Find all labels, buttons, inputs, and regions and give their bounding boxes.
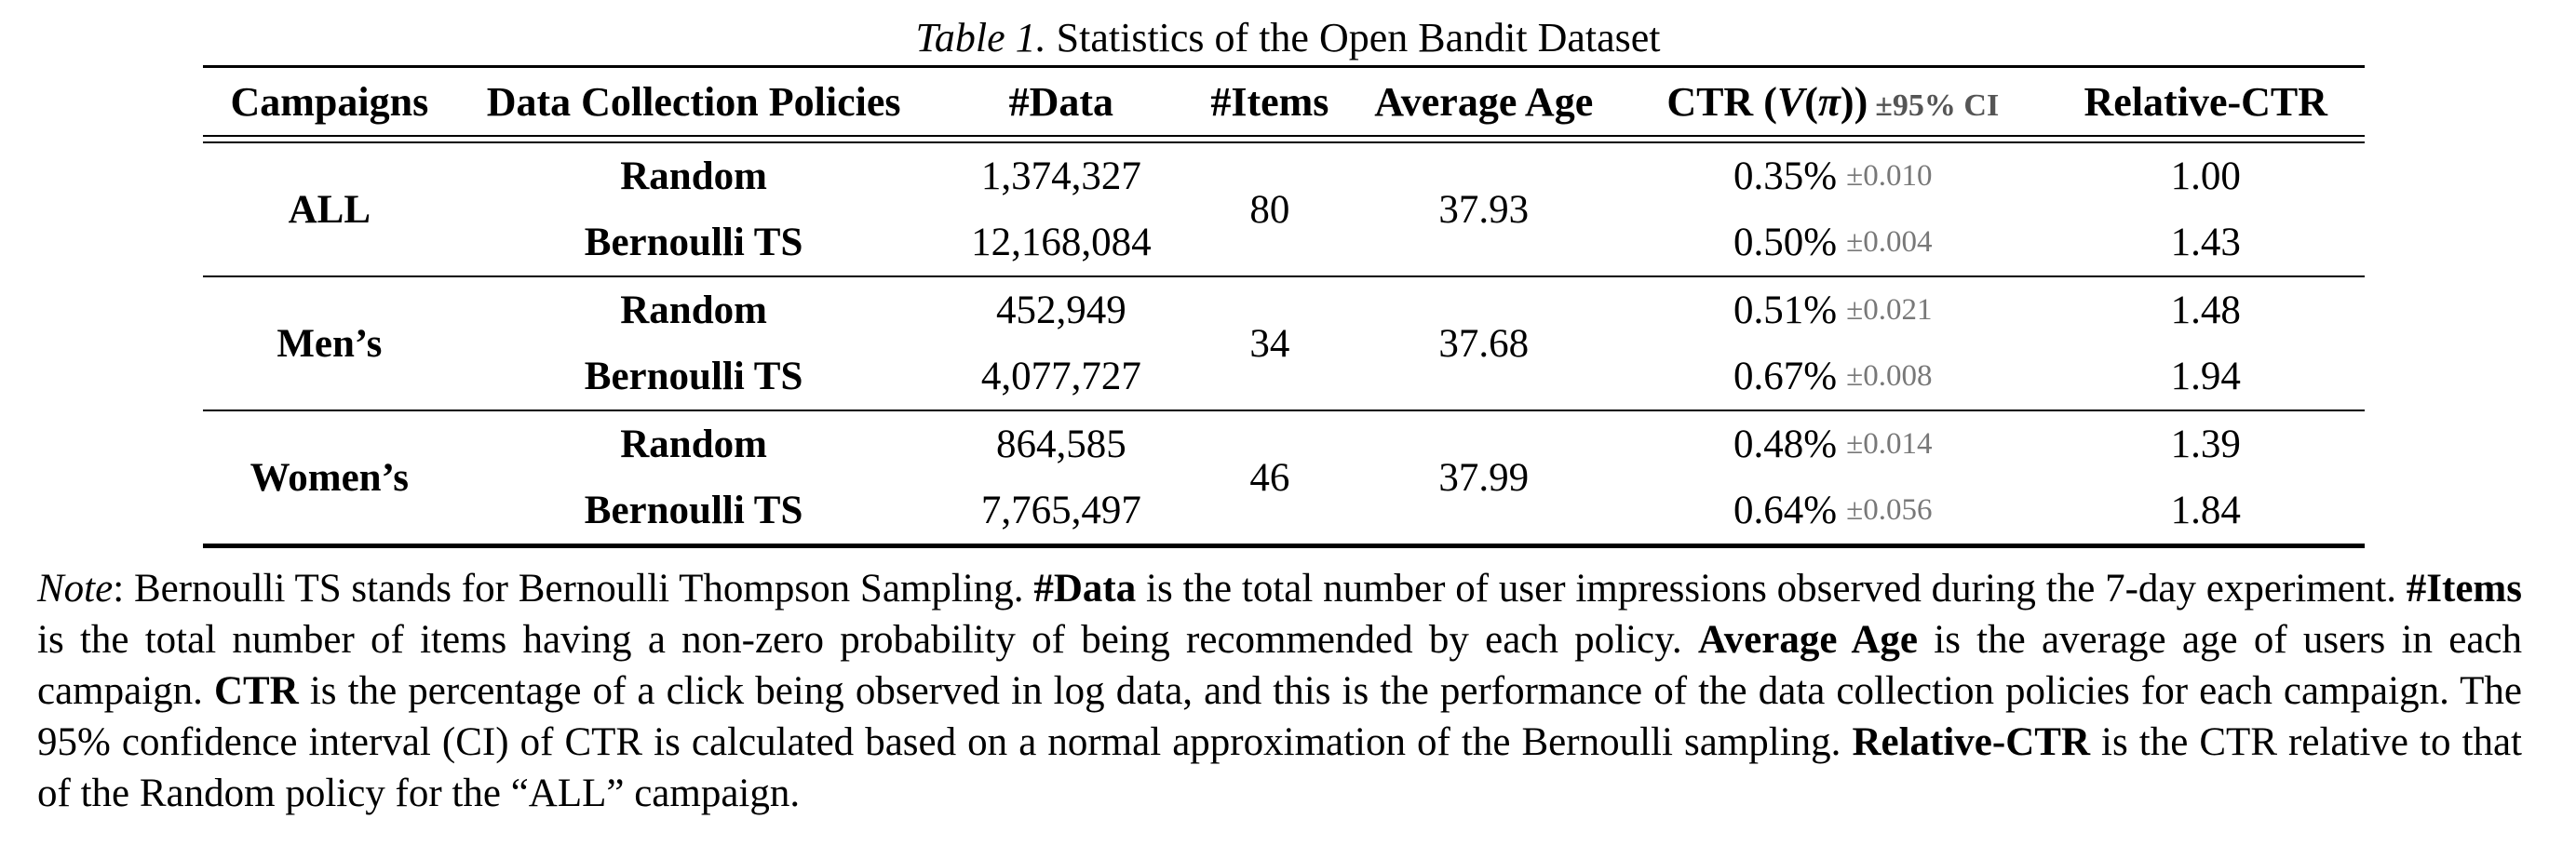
ctr-cell: 0.64% ±0.056 — [1619, 477, 2047, 544]
ctr-ci: ±0.008 — [1846, 359, 1933, 393]
table-group-womens: Women’s Random Bernoulli TS 864,585 7,76… — [203, 411, 2365, 544]
policy-cell: Bernoulli TS — [584, 355, 803, 398]
policy-cells: Random Bernoulli TS — [456, 411, 932, 544]
relative-ctr-cell: 1.48 — [2170, 289, 2241, 332]
header-average-age: Average Age — [1374, 78, 1594, 125]
items-cell: 34 — [1249, 321, 1290, 366]
ctr-value: 0.64% — [1733, 489, 1838, 532]
data-cell: 7,765,497 — [980, 489, 1141, 532]
ctr-cell: 0.67% ±0.008 — [1619, 343, 2047, 410]
campaign-cell: ALL — [288, 187, 371, 232]
ctr-cell: 0.50% ±0.004 — [1619, 209, 2047, 275]
header-relative-ctr: Relative-CTR — [2084, 78, 2328, 125]
header-ctr: CTR (V(π)) ±95% CI — [1666, 78, 2000, 125]
policy-cell: Random — [620, 154, 767, 198]
table-group-all: ALL Random Bernoulli TS 1,374,327 12,168… — [203, 143, 2365, 275]
relative-ctr-cell: 1.00 — [2170, 154, 2241, 198]
policy-cell: Random — [620, 423, 767, 466]
stats-table: Campaigns Data Collection Policies #Data… — [203, 65, 2365, 548]
header-campaigns: Campaigns — [230, 78, 429, 125]
relative-ctr-cell: 1.84 — [2170, 489, 2241, 532]
campaign-cell: Men’s — [276, 321, 383, 366]
ctr-value: 0.50% — [1733, 221, 1838, 264]
ctr-cells: 0.35% ±0.010 0.50% ±0.004 — [1619, 143, 2047, 275]
ctr-ci: ±0.010 — [1846, 159, 1933, 193]
table-group-mens: Men’s Random Bernoulli TS 452,949 4,077,… — [203, 277, 2365, 410]
table-caption: Table 1. Statistics of the Open Bandit D… — [915, 15, 1661, 60]
items-cell: 80 — [1249, 187, 1290, 232]
relative-ctr-cell: 1.43 — [2170, 221, 2241, 264]
data-cell: 452,949 — [995, 289, 1126, 332]
ctr-cell: 0.48% ±0.014 — [1619, 411, 2047, 477]
header-items: #Items — [1210, 78, 1329, 125]
data-cells: 864,585 7,765,497 — [932, 411, 1192, 544]
relative-ctr-cells: 1.48 1.94 — [2047, 277, 2365, 410]
data-cell: 12,168,084 — [971, 221, 1152, 264]
relative-ctr-cell: 1.94 — [2170, 355, 2241, 398]
table-group-separator-rule — [203, 410, 2365, 411]
ctr-value: 0.67% — [1733, 355, 1838, 398]
table-header-double-rule — [203, 135, 2365, 143]
policy-cells: Random Bernoulli TS — [456, 277, 932, 410]
ctr-cell: 0.51% ±0.021 — [1619, 277, 2047, 343]
ctr-value: 0.51% — [1733, 289, 1838, 332]
average-age-cell: 37.68 — [1438, 321, 1530, 366]
table-note: Note: Bernoulli TS stands for Bernoulli … — [37, 567, 2523, 815]
relative-ctr-cell: 1.39 — [2170, 423, 2241, 466]
policy-cell: Random — [620, 289, 767, 332]
table-group-separator-rule — [203, 275, 2365, 277]
relative-ctr-cells: 1.39 1.84 — [2047, 411, 2365, 544]
data-cell: 1,374,327 — [980, 154, 1141, 198]
table-top-rule — [203, 65, 2365, 68]
header-data: #Data — [1008, 78, 1114, 125]
campaign-cell: Women’s — [250, 455, 410, 500]
data-cells: 452,949 4,077,727 — [932, 277, 1192, 410]
ctr-cell: 0.35% ±0.010 — [1619, 143, 2047, 209]
relative-ctr-cells: 1.00 1.43 — [2047, 143, 2365, 275]
ctr-ci: ±0.021 — [1846, 293, 1933, 327]
policy-cells: Random Bernoulli TS — [456, 143, 932, 275]
ctr-cells: 0.48% ±0.014 0.64% ±0.056 — [1619, 411, 2047, 544]
table-bottom-rule — [203, 544, 2365, 548]
data-cells: 1,374,327 12,168,084 — [932, 143, 1192, 275]
ctr-value: 0.48% — [1733, 423, 1838, 466]
header-policies: Data Collection Policies — [486, 78, 901, 125]
ctr-cells: 0.51% ±0.021 0.67% ±0.008 — [1619, 277, 2047, 410]
data-cell: 4,077,727 — [980, 355, 1141, 398]
ctr-value: 0.35% — [1733, 154, 1838, 198]
items-cell: 46 — [1249, 455, 1290, 500]
ctr-ci: ±0.014 — [1846, 427, 1933, 461]
policy-cell: Bernoulli TS — [584, 221, 803, 264]
data-cell: 864,585 — [995, 423, 1126, 466]
policy-cell: Bernoulli TS — [584, 489, 803, 532]
average-age-cell: 37.93 — [1438, 187, 1530, 232]
ctr-ci: ±0.056 — [1846, 493, 1933, 527]
average-age-cell: 37.99 — [1438, 455, 1530, 500]
ctr-ci: ±0.004 — [1846, 225, 1933, 259]
table-header-row: Campaigns Data Collection Policies #Data… — [203, 68, 2365, 135]
